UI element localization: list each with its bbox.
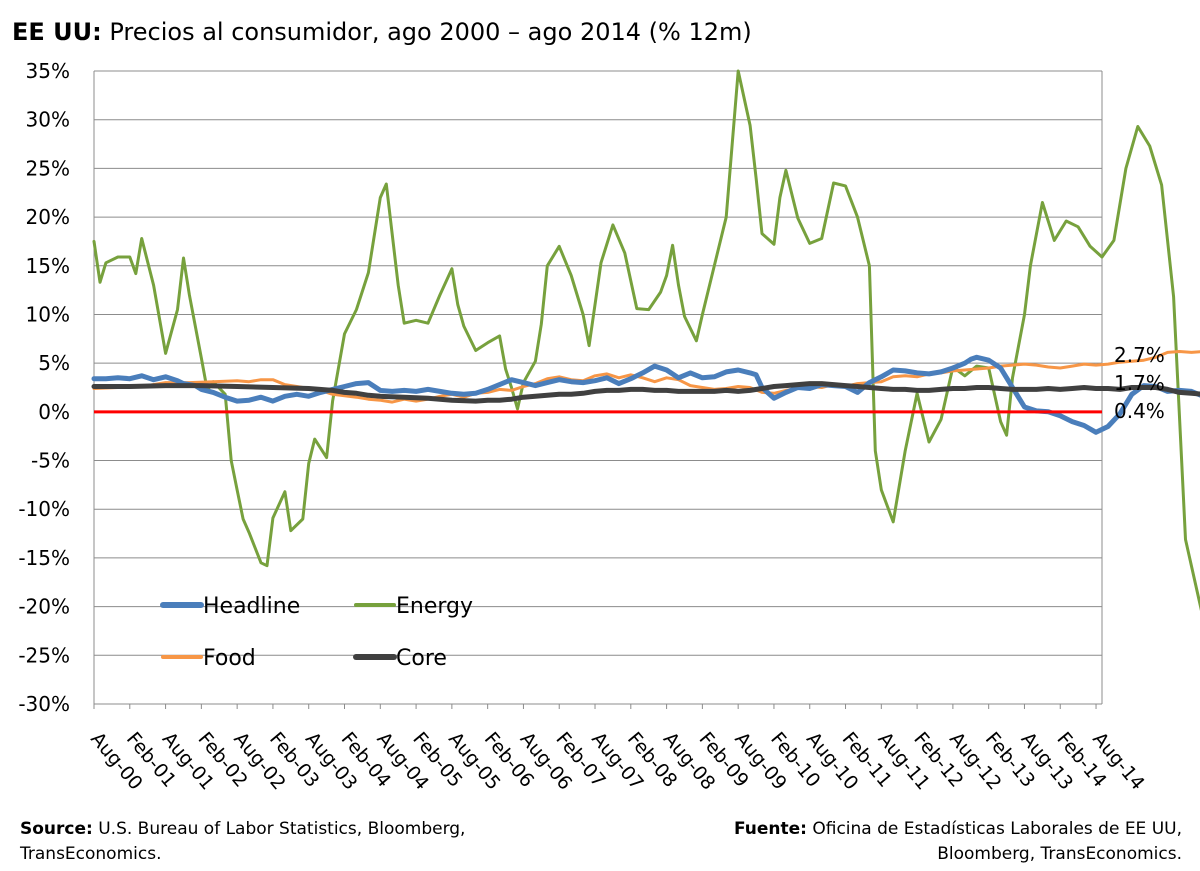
y-tick-label: -20% [18,595,70,619]
end-label: 1.7% [1114,371,1165,395]
chart-title-text: Precios al consumidor, ago 2000 – ago 20… [109,18,752,46]
y-tick-label: 35% [26,59,70,83]
series-line-headline [91,354,1200,435]
x-axis-ticks: Aug-00Feb-01Aug-01Feb-02Aug-02Feb-03Aug-… [86,704,1149,794]
y-tick-label: -15% [18,546,70,570]
y-tick-label: 20% [26,205,70,229]
y-tick-label: 0% [38,400,70,424]
legend: Headline Energy Food Core [160,594,473,671]
series-line-core [91,381,1200,404]
cpi-line-chart: 35% 30% 25% 20% 15% 10% 5% 0% -5% -10% -15% -20% -25… [18,59,1200,794]
y-tick-label: 25% [26,156,70,180]
y-tick-label: 10% [26,302,70,326]
source-text-line2: TransEconomics. [20,844,162,864]
legend-label-energy: Energy [396,594,473,619]
series-line-energy [92,69,1200,611]
source-label: Source: [20,819,93,839]
source-text-line1: U.S. Bureau of Labor Statistics, Bloombe… [98,819,466,839]
y-tick-label: 5% [38,351,70,375]
fuente-text-line1: Oficina de Estadísticas Laborales de EE … [812,819,1182,839]
fuente-text-line2: Bloomberg, TransEconomics. [937,844,1182,864]
end-label: 2.7% [1114,343,1165,367]
series-line-food [92,350,1200,404]
y-axis-ticks: 35% 30% 25% 20% 15% 10% 5% 0% -5% -10% -15% -20% -25… [18,59,70,716]
series-lines [91,69,1200,611]
end-labels: 2.7% 1.7% 0.4% [1114,343,1165,423]
legend-label-headline: Headline [203,594,300,619]
y-tick-label: 30% [26,108,70,132]
fuente-label: Fuente: [733,819,807,839]
chart-title: EE UU: Precios al consumidor, ago 2000 –… [12,18,752,46]
y-tick-label: 15% [26,254,70,278]
source-note-english: Source: U.S. Bureau of Labor Statistics,… [20,817,465,867]
end-label: 0.4% [1114,399,1165,423]
y-tick-label: -30% [18,692,70,716]
y-tick-label: -10% [18,497,70,521]
source-note-spanish: Fuente: Oficina de Estadísticas Laborale… [734,817,1182,867]
y-tick-label: -5% [31,449,70,473]
y-tick-label: -25% [18,643,70,667]
legend-label-core: Core [396,646,447,671]
grid-lines [93,70,1103,705]
chart-title-bold: EE UU: [12,18,102,46]
legend-label-food: Food [203,646,256,671]
